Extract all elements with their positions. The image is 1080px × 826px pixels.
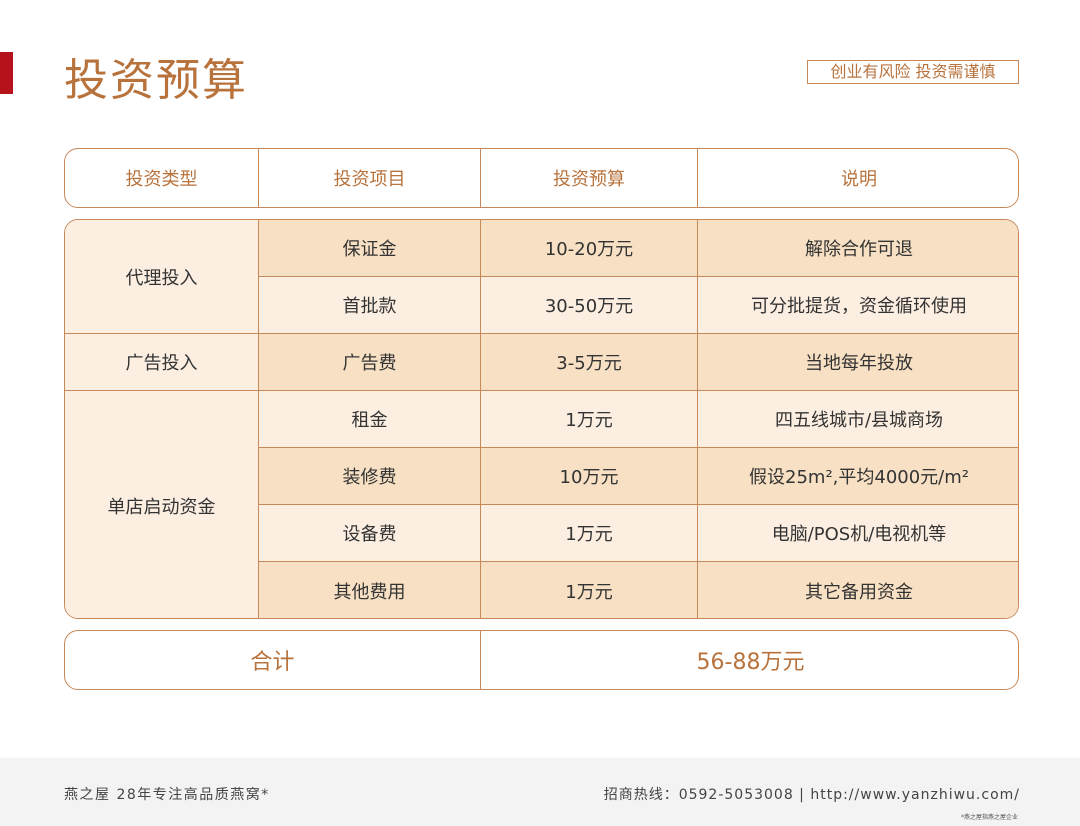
row-note: 可分批提货，资金循环使用 <box>698 277 1018 334</box>
row-budget: 10-20万元 <box>481 220 698 277</box>
header-type: 投资类型 <box>65 149 259 207</box>
row-budget: 1万元 <box>481 391 698 448</box>
row-item: 广告费 <box>259 334 481 391</box>
group-ads: 广告投入 <box>65 334 259 391</box>
footer-contact: 招商热线：0592-5053008 | http://www.yanzhiwu.… <box>603 787 1020 803</box>
row-item: 装修费 <box>259 448 481 505</box>
table-header: 投资类型 投资项目 投资预算 说明 <box>64 148 1019 208</box>
group-store: 单店启动资金 <box>65 391 259 618</box>
accent-bar <box>0 52 13 94</box>
row-note: 电脑/POS机/电视机等 <box>698 505 1018 562</box>
row-note: 解除合作可退 <box>698 220 1018 277</box>
row-note: 当地每年投放 <box>698 334 1018 391</box>
row-budget: 1万元 <box>481 562 698 618</box>
row-item: 其他费用 <box>259 562 481 618</box>
row-item: 设备费 <box>259 505 481 562</box>
page-title: 投资预算 <box>64 55 248 106</box>
row-note: 其它备用资金 <box>698 562 1018 618</box>
row-item: 首批款 <box>259 277 481 334</box>
header-budget: 投资预算 <box>481 149 698 207</box>
row-budget: 10万元 <box>481 448 698 505</box>
table-body: 代理投入 广告投入 单店启动资金 保证金 10-20万元 解除合作可退首批款 30-5… <box>64 219 1019 619</box>
row-note: 假设25m²,平均4000元/m² <box>698 448 1018 505</box>
footer-brand: 燕之屋 28年专注高品质燕窝* <box>64 787 270 803</box>
row-budget: 30-50万元 <box>481 277 698 334</box>
row-note: 四五线城市/县城商场 <box>698 391 1018 448</box>
total-row: 合计 56-88万元 <box>64 630 1019 690</box>
header-item: 投资项目 <box>259 149 481 207</box>
footer-fineprint: *燕之屋指燕之屋企业 <box>960 814 1018 821</box>
row-item: 保证金 <box>259 220 481 277</box>
footer: 燕之屋 28年专注高品质燕窝* 招商热线：0592-5053008 | http… <box>0 758 1080 826</box>
row-item: 租金 <box>259 391 481 448</box>
row-budget: 1万元 <box>481 505 698 562</box>
group-agent: 代理投入 <box>65 220 259 334</box>
row-budget: 3-5万元 <box>481 334 698 391</box>
total-value: 56-88万元 <box>696 650 805 675</box>
header-note: 说明 <box>841 169 877 190</box>
risk-slogan: 创业有风险 投资需谨慎 <box>807 60 1019 84</box>
total-label: 合计 <box>65 631 481 689</box>
